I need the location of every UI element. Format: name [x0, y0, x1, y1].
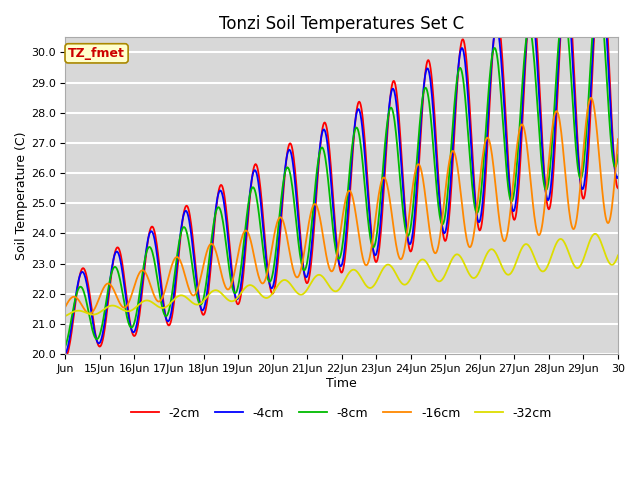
-2cm — [413, 187, 421, 193]
-32cm — [397, 279, 404, 285]
-32cm — [61, 313, 69, 319]
Y-axis label: Soil Temperature (C): Soil Temperature (C) — [15, 132, 28, 260]
-32cm — [538, 268, 545, 274]
-2cm — [481, 192, 488, 197]
-2cm — [614, 185, 622, 191]
-8cm — [95, 333, 103, 339]
-32cm — [413, 261, 421, 267]
Line: -8cm: -8cm — [65, 0, 618, 346]
-16cm — [614, 136, 622, 142]
Line: -2cm: -2cm — [65, 0, 618, 357]
-4cm — [397, 156, 404, 161]
-8cm — [481, 146, 488, 152]
-8cm — [614, 152, 622, 157]
-16cm — [96, 293, 104, 299]
-32cm — [591, 231, 599, 237]
-2cm — [61, 354, 69, 360]
-4cm — [383, 137, 390, 143]
-4cm — [413, 173, 421, 179]
-4cm — [614, 174, 622, 180]
-16cm — [587, 95, 595, 101]
-16cm — [414, 161, 422, 167]
-8cm — [538, 156, 545, 162]
-32cm — [383, 262, 390, 268]
-2cm — [95, 344, 103, 349]
-2cm — [397, 142, 404, 147]
Line: -4cm: -4cm — [65, 0, 618, 354]
-8cm — [413, 150, 421, 156]
-32cm — [481, 256, 488, 262]
-16cm — [61, 304, 69, 310]
-2cm — [383, 147, 390, 153]
-8cm — [61, 343, 69, 349]
-16cm — [538, 224, 546, 229]
-4cm — [538, 131, 545, 136]
Title: Tonzi Soil Temperatures Set C: Tonzi Soil Temperatures Set C — [219, 15, 464, 33]
Legend: -2cm, -4cm, -8cm, -16cm, -32cm: -2cm, -4cm, -8cm, -16cm, -32cm — [126, 402, 557, 424]
-2cm — [538, 118, 545, 123]
-16cm — [383, 181, 391, 187]
Line: -16cm: -16cm — [65, 98, 618, 313]
-4cm — [61, 351, 69, 357]
-4cm — [95, 340, 103, 346]
-16cm — [86, 311, 93, 316]
X-axis label: Time: Time — [326, 377, 357, 390]
Line: -32cm: -32cm — [65, 234, 618, 316]
Text: TZ_fmet: TZ_fmet — [68, 47, 125, 60]
-16cm — [481, 139, 489, 145]
-8cm — [397, 185, 404, 191]
-8cm — [383, 128, 390, 134]
-16cm — [397, 256, 405, 262]
-4cm — [481, 175, 488, 180]
-32cm — [614, 252, 622, 258]
-32cm — [95, 310, 103, 315]
